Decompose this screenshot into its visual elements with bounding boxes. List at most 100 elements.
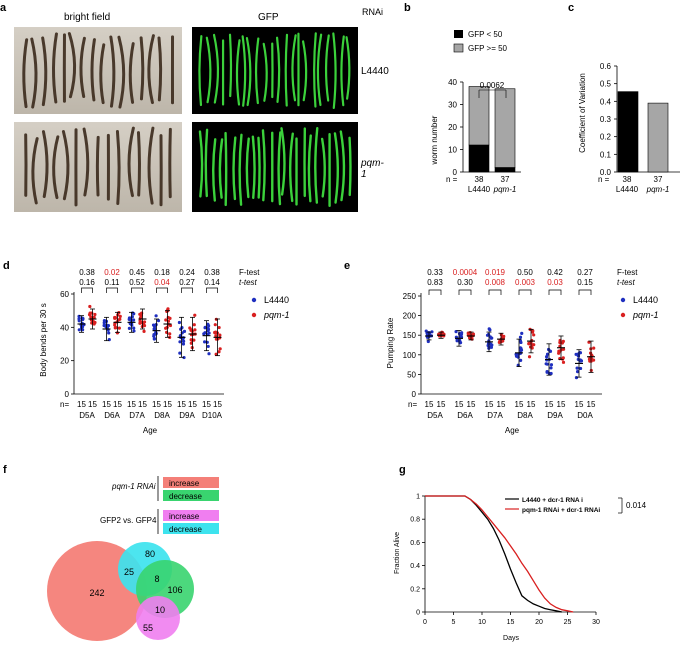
worm-shape	[313, 32, 317, 108]
d-point-D10A-pqm-1	[218, 347, 222, 351]
venn-count-pqm-up-only: 242	[89, 588, 104, 598]
d-ttest-D10A: 0.14	[204, 278, 220, 287]
worm-shape	[168, 127, 172, 199]
e-point-D8A-pqm-1	[532, 333, 536, 337]
d-point-D5A-pqm-1	[88, 304, 92, 309]
e-point-D8A-L4440	[514, 352, 518, 356]
d-ttest-D8A: 0.04	[154, 278, 170, 287]
e-bracket-D8A	[518, 289, 532, 295]
e-point-D7A-pqm-1	[502, 334, 506, 338]
e-point-D8A-pqm-1	[530, 330, 535, 334]
d-ttest-D6A: 0.11	[105, 278, 121, 287]
worm-shape	[257, 136, 261, 199]
worm-shape	[224, 131, 228, 207]
e-legend-pqm1: pqm-1	[632, 310, 659, 320]
e-point-D8A-pqm-1	[527, 341, 531, 345]
bright-field-header: bright field	[64, 12, 111, 23]
d-point-D9A-pqm-1	[192, 338, 196, 342]
e-point-D8A-pqm-1	[531, 343, 535, 347]
g-ylabel: Fraction Alive	[394, 532, 401, 574]
gfp-image-l4440	[192, 27, 358, 114]
d-legend-pqm1: pqm-1	[263, 310, 290, 320]
d-point-D10A-L4440	[207, 352, 211, 356]
e-point-D0A-L4440	[575, 366, 579, 370]
panel-letter-g: g	[399, 464, 406, 476]
d-n-label: 15	[113, 400, 122, 409]
c-ytick-label: 0.4	[600, 97, 612, 106]
d-point-D8A-pqm-1	[164, 318, 168, 322]
d-point-D9A-L4440	[182, 339, 186, 343]
b-bar-pqm-1-seg1	[494, 88, 516, 168]
e-ftest-D5A: 0.33	[427, 268, 443, 277]
panel-letter-e: e	[344, 260, 350, 272]
e-n-label: 15	[425, 400, 434, 409]
panel-b-chart: b GFP < 50 GFP >= 50 worm number 0 10 20 30…	[404, 2, 521, 194]
d-point-D10A-pqm-1	[217, 325, 221, 330]
worm-shape	[316, 33, 323, 107]
d-point-D5A-pqm-1	[93, 312, 97, 317]
worm-shape	[82, 127, 90, 197]
d-n-label: 15	[213, 400, 222, 409]
d-point-D7A-pqm-1	[142, 329, 146, 333]
d-ttest-D5A: 0.16	[79, 278, 95, 287]
panel-letter-f: f	[3, 464, 7, 476]
e-ylabel: Pumping Rate	[386, 317, 395, 368]
e-ytick-label: 150	[403, 331, 417, 340]
d-point-D10A-pqm-1	[218, 333, 222, 337]
c-n-l4440: 38	[623, 175, 632, 184]
d-ttest-label: t-test	[239, 278, 258, 287]
d-point-D7A-L4440	[132, 326, 136, 330]
d-group-label-D5A: D5A	[79, 411, 95, 420]
legend-label-gfp-ge50: GFP >= 50	[468, 44, 508, 53]
worm-shape	[139, 36, 145, 101]
gfp-image-pqm1	[192, 122, 358, 212]
d-point-D6A-pqm-1	[118, 317, 122, 321]
worm-shape	[280, 127, 286, 196]
d-point-D10A-pqm-1	[217, 350, 221, 354]
g-legend-l4440: L4440 + dcr-1 RNA i	[522, 497, 583, 504]
d-bracket-D6A	[106, 287, 118, 293]
legend-swatch-gfp-ge50	[453, 43, 464, 53]
g-ytick-label: 0.8	[410, 517, 420, 524]
g-ytick-label: 0	[416, 610, 420, 617]
worm-shape	[348, 136, 352, 197]
c-cat-l4440: L4440	[616, 185, 639, 194]
b-ytick-label: 40	[448, 78, 457, 87]
g-ytick-label: 0.6	[410, 540, 420, 547]
d-point-D10A-L4440	[207, 324, 211, 328]
d-point-D10A-L4440	[202, 332, 206, 336]
worm-shape	[205, 36, 212, 104]
e-ttest-D5A: 0.83	[427, 278, 443, 287]
e-point-D8A-L4440	[518, 335, 523, 339]
c-bar-pqm-1	[647, 102, 669, 173]
e-bracket-D0A	[578, 289, 592, 295]
d-point-D9A-L4440	[181, 342, 186, 346]
e-point-D9A-pqm-1	[561, 356, 565, 360]
e-point-D9A-L4440	[545, 352, 550, 356]
b-ytick-label: 0	[453, 168, 458, 177]
d-bracket-D10A	[206, 287, 218, 293]
bright-field-image-l4440	[14, 27, 182, 114]
g-xtick-label: 10	[478, 619, 486, 626]
d-n-label: 15	[152, 400, 161, 409]
worm-shape	[245, 137, 250, 199]
d-point-D5A-L4440	[77, 328, 81, 332]
e-point-D9A-pqm-1	[561, 360, 566, 364]
rnai-header: RNAi	[362, 7, 384, 17]
worm-shape	[277, 131, 282, 206]
worm-shape	[232, 136, 237, 201]
d-point-D5A-pqm-1	[92, 315, 96, 319]
d-point-D9A-L4440	[178, 351, 182, 355]
gfp-header: GFP	[258, 12, 279, 23]
b-cat-l4440: L4440	[468, 185, 491, 194]
worm-shape	[30, 37, 38, 109]
g-ytick-label: 1	[416, 494, 420, 501]
worm-shape	[212, 33, 220, 104]
worm-shape	[332, 32, 337, 110]
f-legend-swatch-4	[163, 523, 219, 534]
worm-shape	[147, 34, 155, 105]
c-ytick-label: 0.3	[600, 115, 612, 124]
d-point-D7A-L4440	[127, 326, 132, 331]
d-ytick-label: 40	[60, 323, 69, 332]
e-bracket-D6A	[458, 289, 472, 295]
